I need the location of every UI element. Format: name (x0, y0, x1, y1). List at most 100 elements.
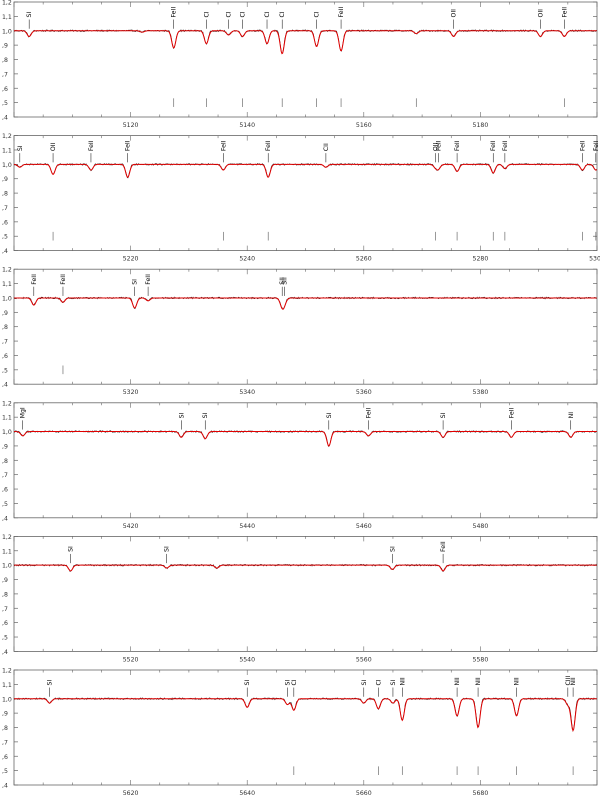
line-id-label: SII (279, 277, 286, 285)
y-tick-label: 1,0 (2, 563, 12, 570)
spectrum-panel-2: ,4 ,5 ,6 ,7 ,8 ,9 1,0 1,1 1,2 5220 5240 5260 5280 530… (2, 133, 600, 263)
line-id-label: FeII (502, 140, 509, 151)
line-id-label: FeII (365, 407, 372, 418)
x-tick-label: 5280 (473, 256, 489, 263)
y-tick-label: ,8 (2, 458, 8, 465)
y-tick-label: 1,1 (2, 281, 12, 288)
y-tick-label: ,8 (2, 57, 8, 64)
x-tick-label: 5260 (356, 256, 372, 263)
y-tick-label: ,7 (2, 739, 8, 746)
x-tick-label: 5140 (239, 122, 255, 129)
line-id-label: FeII (454, 140, 461, 151)
y-tick-label: ,5 (2, 367, 8, 374)
x-tick-label: 5360 (356, 389, 372, 396)
y-tick-label: ,4 (2, 515, 8, 522)
y-tick-label: 1,1 (2, 147, 12, 154)
line-id-label: SI (440, 412, 447, 418)
x-tick-label: 5460 (356, 523, 372, 530)
spectrum-panel-4: ,4 ,5 ,6 ,7 ,8 ,9 1,0 1,1 1,2 5420 5440 5460 5480 MgI… (2, 400, 598, 530)
x-tick-label: 5380 (473, 389, 489, 396)
line-id-label: FeII (60, 274, 67, 285)
line-id-label: FeII (593, 140, 600, 151)
y-tick-label: 1,1 (2, 14, 12, 21)
x-tick-label: 5160 (356, 122, 372, 129)
spectrum-panel-6: ,4 ,5 ,6 ,7 ,8 ,9 1,0 1,1 1,2 5620 5640 5660 5680 SI S… (2, 668, 598, 797)
model-spectrum-line (14, 698, 597, 732)
line-id-label: FeII (171, 7, 178, 18)
x-tick-label: 5660 (356, 790, 372, 797)
x-tick-label: 5300 (589, 256, 600, 263)
line-id-label: CII (323, 143, 330, 151)
line-id-label: SI (164, 546, 171, 552)
x-tick-label: 5440 (239, 523, 255, 530)
model-spectrum-line (13, 163, 598, 178)
x-tick-label: 5120 (123, 122, 139, 129)
y-tick-label: ,7 (2, 205, 8, 212)
observed-spectrum-line (13, 430, 597, 448)
line-id-label: NII (475, 677, 482, 685)
line-id-label: SI (132, 279, 139, 285)
x-tick-label: 5420 (123, 523, 139, 530)
line-id-label: CI (240, 11, 247, 17)
line-id-label: NI (568, 412, 575, 419)
line-id-label: SII (282, 277, 289, 285)
line-id-label: SI (202, 412, 209, 418)
y-tick-label: 1,0 (2, 295, 12, 302)
line-id-label: FeII (125, 140, 132, 151)
plot-frame (13, 669, 598, 786)
line-id-label: FeII (265, 140, 272, 151)
plot-frame (13, 1, 598, 118)
line-id-label: SI (389, 546, 396, 552)
x-tick-label: 5320 (123, 389, 139, 396)
line-id-label: OII (50, 142, 57, 151)
y-tick-label: ,6 (2, 487, 8, 494)
line-id-label: FeII (220, 140, 227, 151)
line-id-label: NII (399, 677, 406, 685)
spectrum-panel-3: ,4 ,5 ,6 ,7 ,8 ,9 1,0 1,1 1,2 5320 5340 5360 5380 FeI… (2, 267, 598, 396)
line-id-label: SI (26, 12, 33, 18)
line-id-label: CI (226, 11, 233, 17)
y-tick-label: ,7 (2, 472, 8, 479)
line-id-label: NII (454, 677, 461, 685)
observed-spectrum-line (13, 697, 597, 732)
line-id-label: FeII (440, 541, 447, 552)
y-tick-label: ,8 (2, 324, 8, 331)
line-id-label: SI (17, 145, 24, 151)
x-tick-label: 5480 (473, 523, 489, 530)
observed-spectrum-line (13, 162, 597, 179)
y-tick-label: 1,2 (2, 133, 12, 140)
y-tick-label: ,6 (2, 86, 8, 93)
line-id-label: NII (514, 677, 521, 685)
y-tick-label: ,7 (2, 339, 8, 346)
y-tick-label: 1,2 (2, 400, 12, 407)
y-tick-label: ,6 (2, 219, 8, 226)
y-tick-label: ,8 (2, 191, 8, 198)
y-tick-label: ,9 (2, 43, 8, 50)
x-tick-label: 5580 (473, 656, 489, 663)
x-tick-label: 5180 (473, 122, 489, 129)
y-tick-label: ,7 (2, 71, 8, 78)
y-tick-label: ,4 (2, 783, 8, 790)
line-id-label: FeII (579, 140, 586, 151)
line-id-label: FeII (338, 7, 345, 18)
y-tick-label: ,5 (2, 635, 8, 642)
line-id-label: FeII (88, 140, 95, 151)
y-tick-label: ,5 (2, 768, 8, 775)
line-id-label: FeII (508, 407, 515, 418)
line-id-label: NII (570, 677, 577, 685)
y-tick-label: ,4 (2, 248, 8, 255)
x-tick-label: 5640 (239, 790, 255, 797)
x-tick-label: 5540 (239, 656, 255, 663)
line-id-label: CI (203, 11, 210, 17)
line-id-label: CI (291, 679, 298, 685)
y-tick-label: 1,0 (2, 28, 12, 35)
y-tick-label: 1,1 (2, 682, 12, 689)
line-id-label: SI (361, 680, 368, 686)
y-tick-label: ,8 (2, 591, 8, 598)
y-tick-label: ,7 (2, 606, 8, 613)
line-id-label: CI (279, 11, 286, 17)
x-tick-label: 5340 (239, 389, 255, 396)
plot-frame (13, 536, 598, 652)
y-tick-label: ,9 (2, 443, 8, 450)
